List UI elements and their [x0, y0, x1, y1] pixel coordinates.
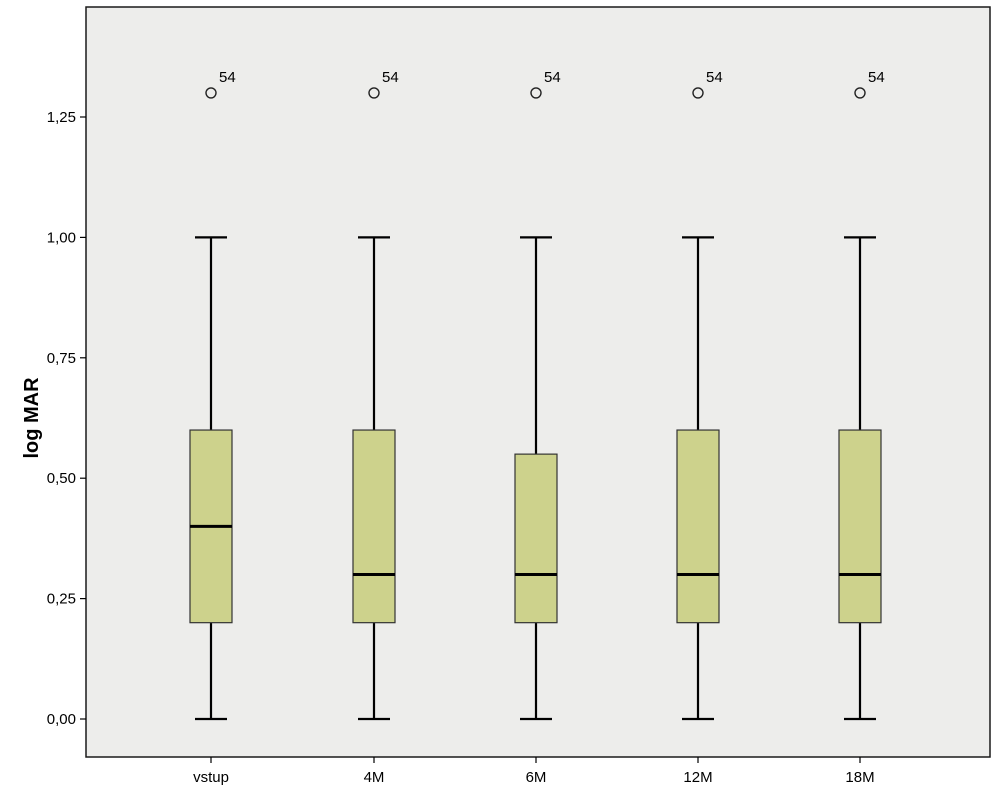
- y-tick-label: 1,25: [47, 109, 76, 126]
- plot-area: [85, 6, 991, 758]
- x-tick-label: 6M: [526, 769, 547, 786]
- outlier-label: 54: [219, 69, 236, 86]
- outlier-label: 54: [544, 69, 561, 86]
- box-vstup: 54: [189, 69, 236, 721]
- y-axis-title: log MAR: [21, 377, 43, 459]
- iqr-box: [838, 429, 882, 624]
- y-tick-label: 0,75: [47, 350, 76, 367]
- outlier-label: 54: [706, 69, 723, 86]
- outlier-label: 54: [868, 69, 885, 86]
- x-tick-label: 12M: [683, 769, 712, 786]
- outlier-label: 54: [382, 69, 399, 86]
- outlier-point: [530, 87, 542, 99]
- y-axis: 0,00 0,25 0,50 0,75 1,00 1,25: [47, 109, 86, 728]
- box-series: 54 54 54 54 54: [189, 69, 885, 721]
- outlier-point: [854, 87, 866, 99]
- outlier-point: [205, 87, 217, 99]
- outlier-point: [368, 87, 380, 99]
- iqr-box: [352, 429, 396, 624]
- box-4M: 54: [352, 69, 399, 721]
- x-tick-label: vstup: [193, 769, 229, 786]
- iqr-box: [676, 429, 720, 624]
- x-tick-label: 18M: [845, 769, 874, 786]
- y-tick-label: 0,50: [47, 470, 76, 487]
- outlier-point: [692, 87, 704, 99]
- x-axis: vstup 4M 6M 12M 18M: [193, 757, 875, 786]
- y-tick-label: 0,00: [47, 711, 76, 728]
- y-tick-label: 0,25: [47, 591, 76, 608]
- box-18M: 54: [838, 69, 885, 721]
- y-tick-label: 1,00: [47, 229, 76, 246]
- box-12M: 54: [676, 69, 723, 721]
- x-tick-label: 4M: [364, 769, 385, 786]
- iqr-box: [514, 453, 558, 624]
- box-6M: 54: [514, 69, 561, 721]
